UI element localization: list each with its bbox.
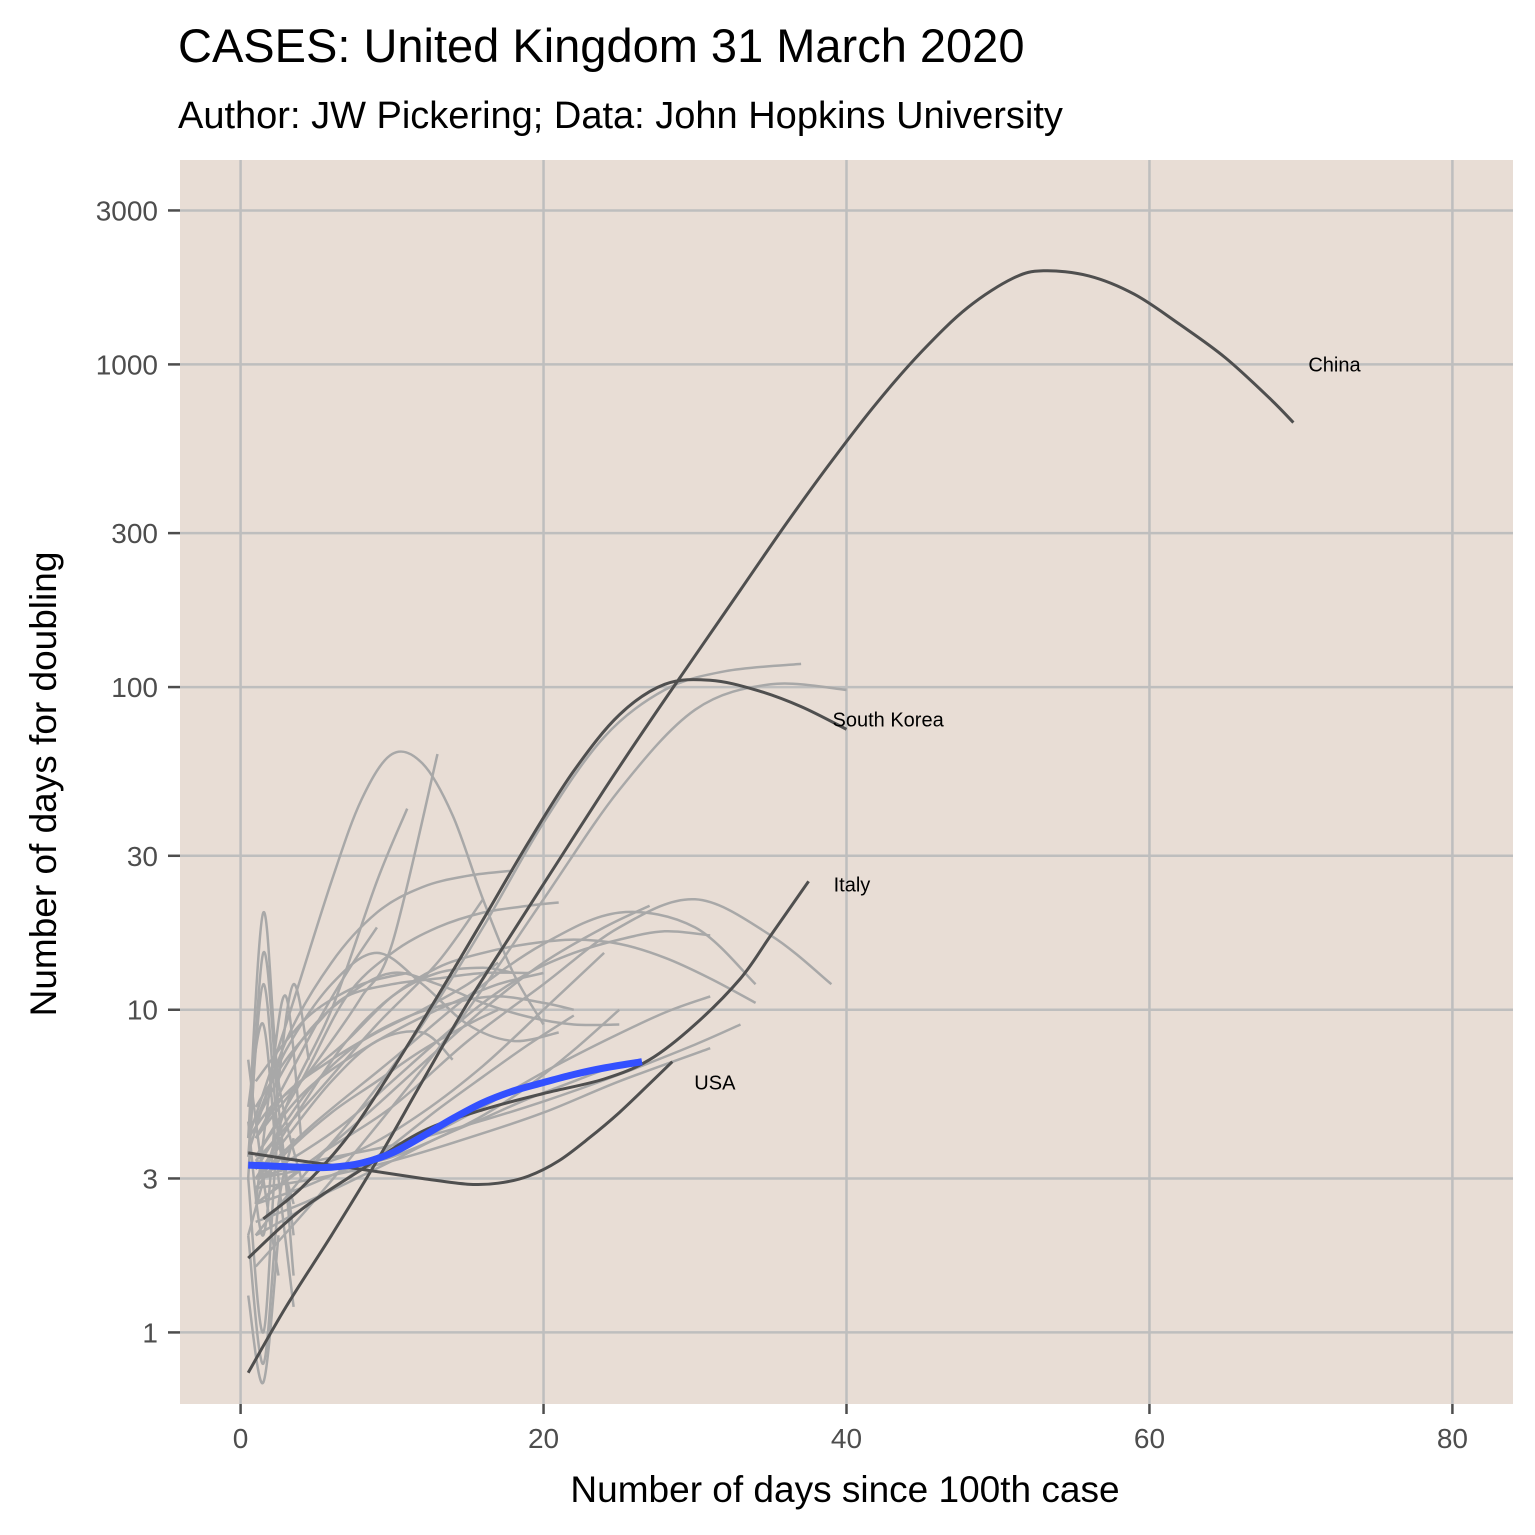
china-label: China xyxy=(1308,354,1361,376)
country-line xyxy=(255,1062,620,1224)
y-axis-title: Number of days for doubling xyxy=(23,552,64,1017)
country-line xyxy=(254,951,559,1123)
country-line xyxy=(254,971,544,1158)
x-tick-label: 40 xyxy=(831,1423,862,1454)
country-line xyxy=(254,971,529,1108)
axes: 0 20 40 60 80 1 3 10 30 100 300 1000 3000 xyxy=(96,195,1468,1454)
grid-lines xyxy=(180,160,1513,1404)
country-line xyxy=(254,904,651,1205)
country-line xyxy=(254,995,575,1171)
south-korea-label: South Korea xyxy=(833,709,945,731)
country-line xyxy=(246,911,303,1179)
x-axis-title: Number of days since 100th case xyxy=(570,1469,1119,1510)
y-tick-label: 3000 xyxy=(96,195,158,226)
highlighted-country-lines xyxy=(246,269,1295,1374)
country-labels: China South Korea Italy USA xyxy=(694,354,1361,1094)
china-line xyxy=(246,269,1295,1374)
country-line xyxy=(255,1047,711,1190)
country-line xyxy=(246,1235,280,1385)
country-line xyxy=(254,1030,454,1180)
country-line xyxy=(254,1008,499,1189)
country-line xyxy=(254,898,833,1205)
uk-line xyxy=(248,1058,643,1172)
country-line xyxy=(246,1136,295,1334)
country-line xyxy=(246,982,311,1237)
south-korea-line xyxy=(262,678,848,1220)
x-tick-label: 0 xyxy=(233,1423,249,1454)
uk-line-group xyxy=(248,1058,643,1172)
country-line xyxy=(246,1059,280,1276)
y-tick-label: 30 xyxy=(127,841,158,872)
italy-line xyxy=(247,880,810,1260)
country-line xyxy=(254,994,303,1205)
chart-title: CASES: United Kingdom 31 March 2020 xyxy=(178,19,1024,72)
y-tick-label: 1000 xyxy=(96,349,158,380)
y-tick-label: 10 xyxy=(127,995,158,1026)
y-tick-label: 100 xyxy=(111,672,158,703)
usa-line xyxy=(247,1060,674,1187)
x-tick-label: 60 xyxy=(1134,1423,1165,1454)
x-tick-label: 20 xyxy=(528,1423,559,1454)
x-tick-label: 80 xyxy=(1437,1423,1468,1454)
y-tick-label: 3 xyxy=(142,1163,158,1194)
usa-label: USA xyxy=(694,1073,736,1095)
italy-label: Italy xyxy=(834,874,871,896)
chart-subtitle: Author: JW Pickering; Data: John Hopkins… xyxy=(178,95,1063,137)
y-tick-label: 1 xyxy=(142,1317,158,1348)
y-tick-label: 300 xyxy=(111,518,158,549)
